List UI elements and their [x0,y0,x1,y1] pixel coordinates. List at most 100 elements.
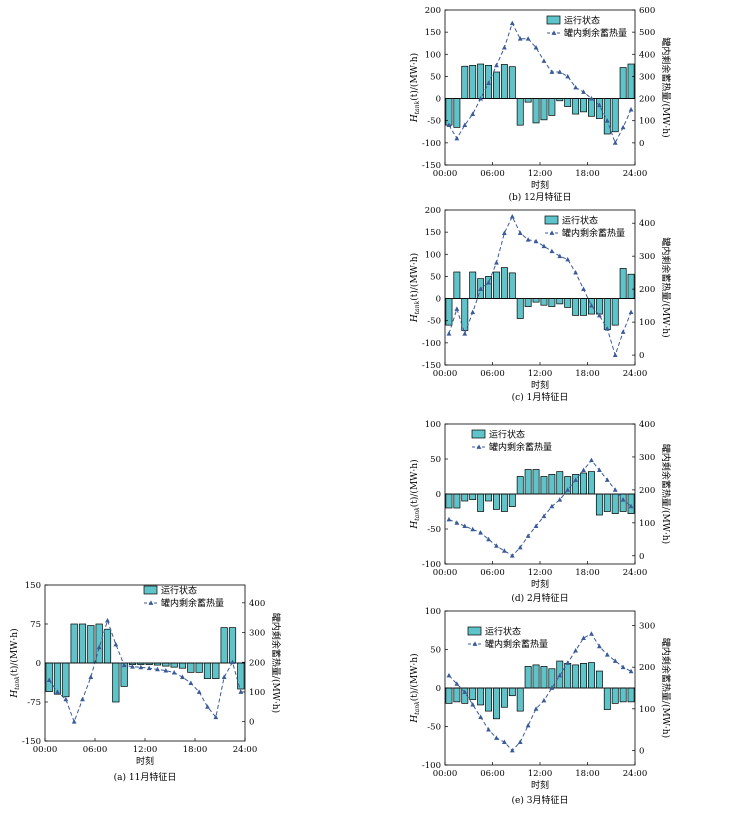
left-tick-label: 75 [30,620,41,630]
line-point [557,69,563,74]
line-point [525,533,531,538]
chart-panel-2: -150 -100 -50 0 50 100 150 200 0 100 200 300 400 00:0… [409,206,672,403]
legend-line-marker [476,444,482,449]
left-axis-label: Htank(t)/(MW·h) [409,653,421,723]
storage-line [448,633,632,752]
left-axis-label-sub: tank [14,676,21,690]
right-tick-label: 300 [639,72,655,82]
line-point [221,674,227,680]
bar [540,476,548,495]
right-tick-label: 100 [639,117,655,127]
right-tick-label: 0 [639,552,644,562]
line-point [589,457,594,463]
bar [595,493,603,516]
right-tick-label: 100 [639,519,655,529]
line-point [55,689,60,694]
line-point [589,95,594,101]
left-axis-label-main: H [410,314,420,323]
x-tick-label: 24:00 [623,369,648,379]
bar [508,493,516,507]
left-tick-label: -100 [422,339,441,349]
line-point [557,253,563,259]
bar [564,298,572,308]
x-tick-label: 24:00 [623,568,648,578]
legend-line-label: 罐内剩余蓄热量 [489,441,552,453]
legend-bar-swatch [467,626,482,636]
line-point [478,714,484,720]
line-point [71,719,77,724]
line-point [541,58,547,63]
right-tick-label: 0 [639,746,644,756]
line-point [581,89,586,94]
line-point [549,69,555,74]
line-point [196,689,202,694]
x-tick-label: 18:00 [575,369,600,379]
bar [588,471,595,495]
line-point [557,672,563,678]
bar [516,298,524,319]
bar [70,623,78,664]
line-point [478,95,484,101]
bar [45,662,53,692]
right-tick-label: 200 [639,486,655,496]
x-tick-label: 18:00 [575,169,600,179]
legend-bar-swatch [143,585,158,595]
bar [469,271,477,299]
x-tick-label: 00:00 [433,169,458,179]
legend-line-label: 罐内剩余蓄热量 [485,638,548,650]
line-point [63,696,69,702]
line-point [121,662,127,668]
bar [556,298,564,305]
left-tick-label: 150 [425,228,441,238]
line-point [454,306,460,311]
legend-line-marker [551,30,557,35]
line-point [146,665,152,671]
line-point [454,520,460,525]
bar [619,67,627,99]
storage-line [448,215,632,357]
bar [187,662,195,673]
bar [548,98,556,116]
left-axis-label-rest: (t)/(MW·h) [409,459,420,507]
right-tick-label: 0 [249,718,254,728]
legend-bar-label: 运行状态 [161,585,197,597]
bar [485,276,492,299]
bar [627,687,635,703]
right-tick-label: 200 [249,658,265,668]
bar [477,493,485,512]
left-axis-label-main: H [410,114,420,123]
legend-line-marker [148,600,154,605]
bar [500,267,508,299]
line-point [628,668,634,674]
bar [540,98,548,121]
line-point [573,84,579,90]
bar [572,98,580,115]
line-point [138,664,144,670]
x-axis-label: 时刻 [531,779,549,791]
bar [453,687,461,703]
line-point [470,702,476,707]
right-axis-label: 罐内剩余蓄热量/(MW·h) [660,37,672,137]
x-tick-label: 00:00 [433,769,458,779]
line-point [517,36,523,41]
right-tick-label: 300 [639,252,655,262]
line-point [557,497,563,502]
right-tick-label: 200 [639,95,655,105]
bar [493,271,500,299]
right-tick-label: 600 [639,6,655,16]
line-point [130,664,135,669]
bar [445,687,453,704]
line-point [581,467,586,473]
right-tick-label: 0 [639,139,644,149]
bar [453,98,461,128]
line-point [238,689,244,694]
line-point [589,631,594,636]
left-axis-label-sub: tank [414,507,421,521]
line-point [501,548,507,553]
line-point [533,238,539,244]
line-point [486,727,491,732]
line-point [628,503,634,509]
line-point [565,256,571,262]
